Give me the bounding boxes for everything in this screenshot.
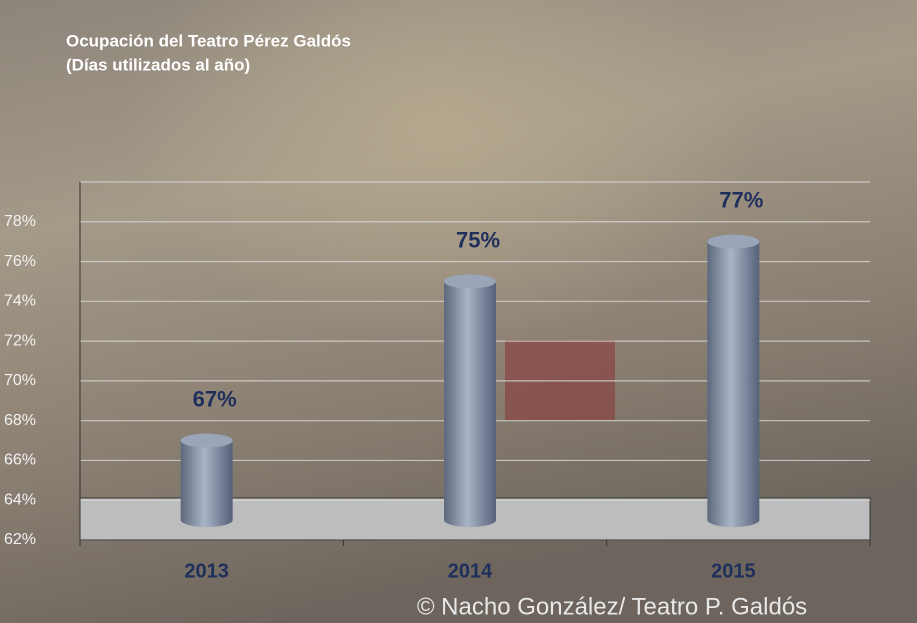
y-tick-label: 78% xyxy=(4,213,36,230)
chart-title: Ocupación del Teatro Pérez Galdós xyxy=(66,31,351,50)
bar-body xyxy=(444,281,496,527)
value-label: 75% xyxy=(456,227,500,252)
y-tick-label: 74% xyxy=(4,293,36,310)
bar xyxy=(707,234,760,528)
x-tick-label: 2015 xyxy=(711,560,756,582)
x-tick-label: 2014 xyxy=(448,560,493,582)
bar-top xyxy=(444,274,496,289)
bar-body xyxy=(180,440,233,527)
bar-top xyxy=(707,234,760,249)
y-tick-label: 70% xyxy=(4,372,36,389)
y-tick-label: 64% xyxy=(4,491,36,508)
value-label: 77% xyxy=(719,187,763,212)
bar xyxy=(444,274,496,527)
bar-top xyxy=(180,433,233,448)
y-tick-label: 76% xyxy=(4,253,36,270)
value-label: 67% xyxy=(193,386,237,411)
y-tick-label: 62% xyxy=(4,531,36,548)
bar xyxy=(180,433,233,527)
stage-curtain xyxy=(505,340,615,420)
bar-body xyxy=(707,241,760,528)
y-tick-label: 68% xyxy=(4,412,36,429)
chart-subtitle: (Días utilizados al año) xyxy=(66,55,250,74)
x-tick-label: 2013 xyxy=(184,560,229,582)
y-tick-label: 66% xyxy=(4,452,36,469)
y-tick-label: 72% xyxy=(4,332,36,349)
credit: © Nacho González/ Teatro P. Galdós xyxy=(417,593,807,620)
